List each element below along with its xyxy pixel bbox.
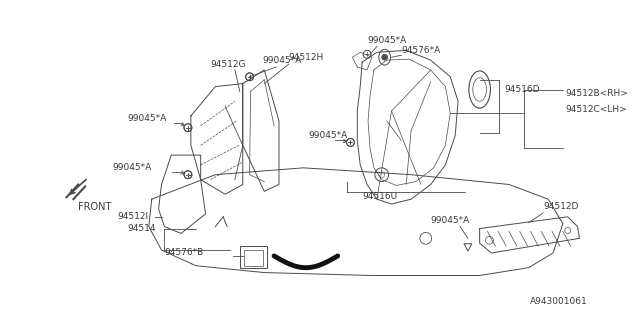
Text: A943001061: A943001061 [529,297,588,307]
Text: 94512B<RH>: 94512B<RH> [566,89,628,98]
Text: 94576*A: 94576*A [401,46,440,55]
Text: 94516U: 94516U [362,192,397,201]
Text: 99045*A: 99045*A [113,163,152,172]
Text: 94512I: 94512I [118,212,148,221]
Bar [244,250,263,266]
Text: 94516D: 94516D [504,85,540,94]
Text: 94512G: 94512G [211,60,246,68]
Text: 99045*A: 99045*A [308,131,348,140]
Text: 99045*A: 99045*A [262,56,301,65]
Text: 94576*B: 94576*B [164,249,204,258]
Text: 94512H: 94512H [289,53,324,62]
Text: FRONT: FRONT [78,202,112,212]
Circle shape [381,54,388,60]
Text: 94514: 94514 [127,224,156,233]
Text: 99045*A: 99045*A [127,114,166,124]
Text: 99045*A: 99045*A [367,36,406,45]
Text: 94512C<LH>: 94512C<LH> [566,105,628,114]
Text: 99045*A: 99045*A [431,216,470,225]
Text: 94512D: 94512D [543,203,579,212]
